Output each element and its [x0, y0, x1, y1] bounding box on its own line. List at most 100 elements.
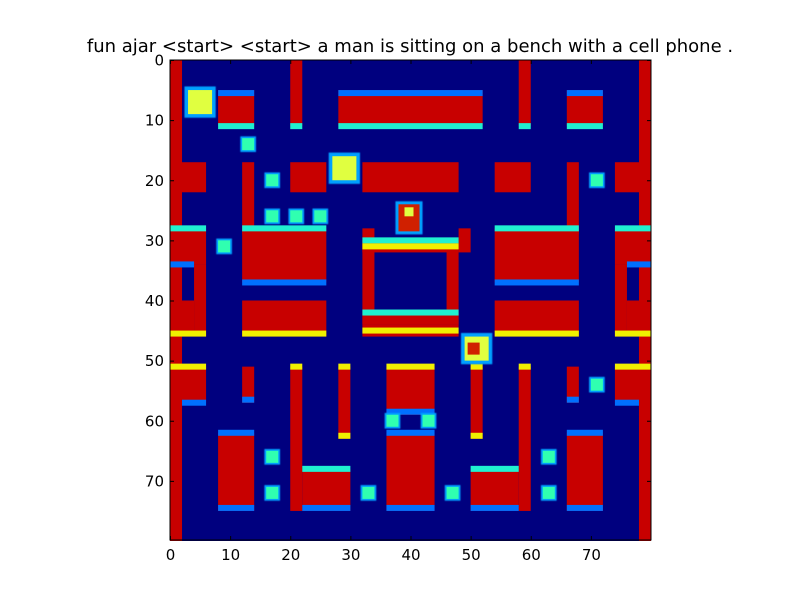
wall-edge [218, 123, 255, 130]
maze-wall [386, 432, 435, 511]
y-tick-label: 20 [145, 172, 164, 190]
wall-edge [494, 225, 579, 232]
maze-wall [290, 366, 303, 511]
y-tick-label: 50 [145, 352, 164, 370]
wall-edge [338, 432, 351, 439]
wall-edge [170, 261, 195, 268]
maze-wall [518, 60, 531, 127]
wall-edge [218, 504, 255, 511]
wall-edge [182, 399, 207, 406]
wall-edge [566, 90, 603, 97]
wall-edge [566, 504, 603, 511]
y-tick-label: 0 [154, 52, 164, 70]
pellet [242, 138, 255, 151]
wall-edge [566, 396, 579, 403]
maze-wall [338, 366, 351, 439]
wall-edge [242, 279, 327, 286]
wall-edge [614, 330, 651, 337]
wall-edge [386, 429, 435, 436]
wall-edge [218, 90, 255, 97]
pellet [386, 414, 399, 427]
wall-edge [470, 432, 483, 439]
maze-wall [566, 432, 603, 511]
maze-wall [614, 228, 651, 265]
pellet [266, 210, 279, 223]
wall-edge [614, 225, 651, 232]
wall-edge [386, 504, 435, 511]
x-tick-label: 60 [522, 546, 541, 564]
x-tick-label: 70 [582, 546, 601, 564]
wall-edge [170, 330, 207, 337]
wall-edge [362, 309, 459, 316]
ghost-sprite [332, 156, 357, 181]
axis-ticks: 0 10 20 30 40 50 60 70 0 10 20 30 40 50 60 70 [145, 52, 651, 564]
wall-edge [470, 504, 519, 511]
pellet [266, 486, 279, 499]
wall-edge [290, 123, 303, 130]
pellet [314, 210, 327, 223]
pacman-highlight [404, 207, 414, 217]
maze-wall [458, 228, 471, 253]
maze-wall [290, 162, 327, 193]
wall-edge [338, 123, 483, 130]
wall-edge [386, 363, 435, 370]
wall-edge [362, 237, 459, 244]
x-tick-label: 10 [221, 546, 240, 564]
figure-title: fun ajar <start> <start> a man is sittin… [86, 36, 734, 57]
maze-wall [566, 366, 579, 403]
maze-wall [614, 162, 651, 193]
x-tick-label: 0 [166, 546, 176, 564]
maze-wall [170, 228, 207, 265]
wall-edge [566, 123, 603, 130]
wall-edge [614, 363, 651, 370]
pellet [266, 450, 279, 463]
wall-edge [170, 225, 207, 232]
maze-wall [194, 264, 207, 337]
wall-edge [494, 279, 579, 286]
pellet [542, 450, 555, 463]
pellet [446, 486, 459, 499]
wall-edge [302, 504, 351, 511]
wall-edge [518, 123, 531, 130]
maze-wall [518, 366, 531, 511]
wall-edge [494, 330, 579, 337]
maze-wall [566, 162, 579, 235]
y-tick-label: 70 [145, 472, 164, 490]
maze-wall [614, 366, 651, 403]
wall-edge [242, 396, 255, 403]
wall-edge [218, 429, 255, 436]
wall-edge [470, 363, 483, 370]
x-tick-label: 40 [401, 546, 420, 564]
pellet [362, 486, 375, 499]
x-tick-label: 50 [462, 546, 481, 564]
wall-edge [362, 243, 459, 250]
maze-wall [242, 162, 255, 235]
wall-edge [566, 429, 603, 436]
wall-edge [386, 408, 435, 415]
wall-edge [290, 363, 303, 370]
wall-edge [338, 363, 351, 370]
wall-edge [242, 330, 327, 337]
maze-wall [614, 264, 627, 337]
wall-edge [518, 363, 531, 370]
y-tick-label: 10 [145, 112, 164, 130]
wall-edge [626, 261, 651, 268]
pellet [542, 486, 555, 499]
maze-wall [362, 162, 459, 193]
pellet [290, 210, 303, 223]
maze-wall [470, 366, 483, 439]
maze-wall [170, 162, 207, 193]
maze-wall [302, 468, 351, 511]
y-tick-label: 60 [145, 412, 164, 430]
maze-wall [218, 432, 255, 511]
wall-edge [242, 225, 327, 232]
maze-wall [170, 366, 207, 403]
ghost-sprite [188, 90, 213, 115]
ghost-eye [467, 342, 480, 355]
wall-edge [614, 399, 639, 406]
game-frame-image [170, 60, 651, 541]
y-tick-label: 30 [145, 232, 164, 250]
y-tick-label: 40 [145, 292, 164, 310]
